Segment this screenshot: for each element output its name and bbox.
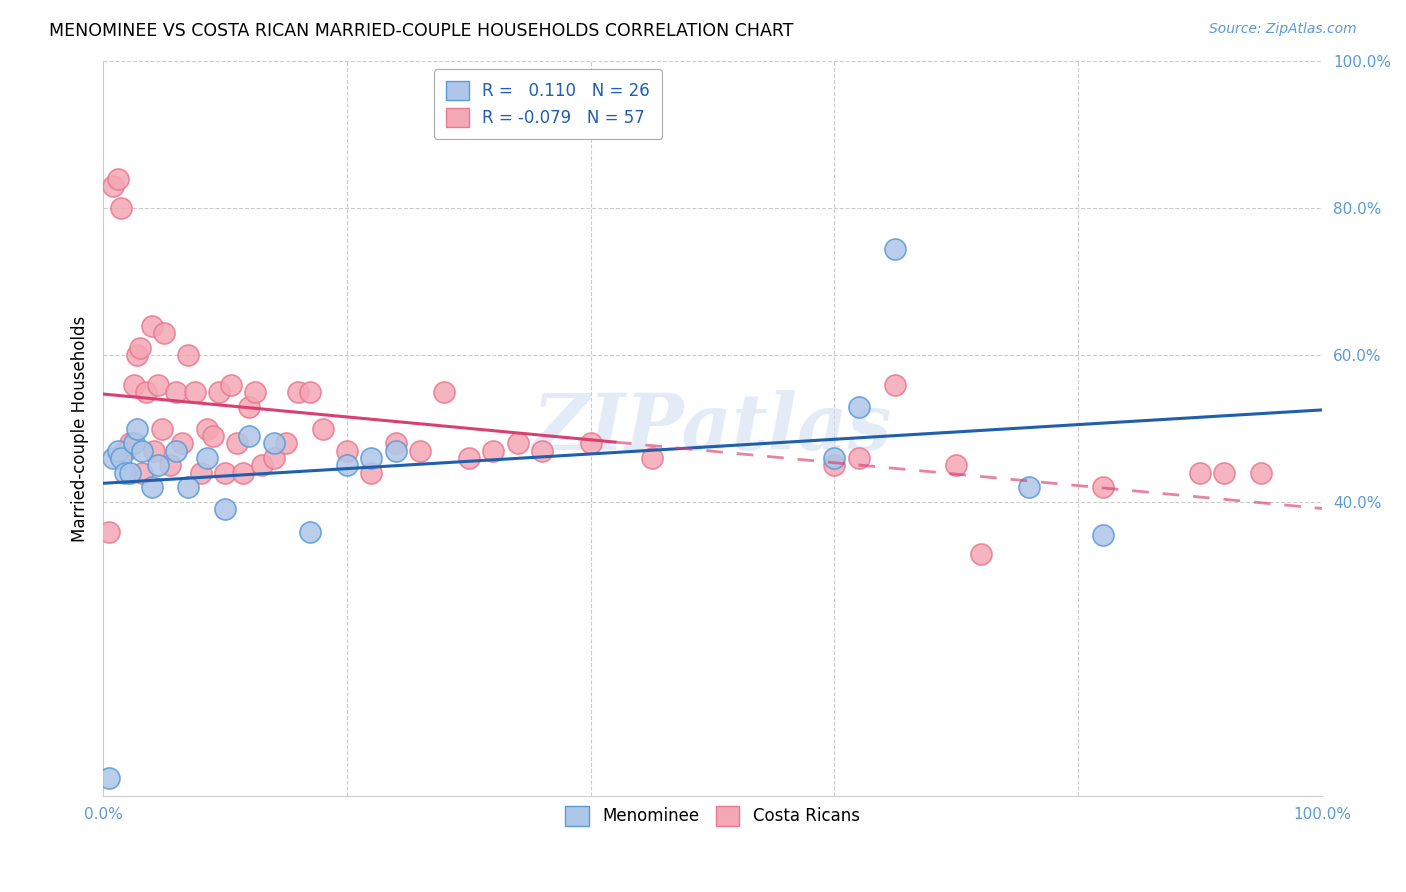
Legend: Menominee, Costa Ricans: Menominee, Costa Ricans [555,797,869,836]
Point [384,443,406,458]
Point [110,450,132,465]
Point [238,400,260,414]
Point [299,384,322,399]
Point [146,458,169,473]
Point [165,384,187,399]
Point [482,443,505,458]
Point [141,318,163,333]
Point [263,436,285,450]
Point [238,429,260,443]
Point [159,458,181,473]
Point [190,466,212,480]
Point [127,348,149,362]
Point [848,450,870,465]
Point [433,384,456,399]
Point [969,547,991,561]
Point [1091,480,1114,494]
Point [131,466,153,480]
Point [311,422,333,436]
Point [884,242,907,256]
Point [219,377,242,392]
Point [101,179,124,194]
Point [141,480,163,494]
Point [153,326,176,340]
Point [114,466,136,480]
Point [579,436,602,450]
Point [107,443,129,458]
Point [135,384,157,399]
Point [299,524,322,539]
Point [177,480,200,494]
Point [122,377,145,392]
Point [250,458,273,473]
Point [165,443,187,458]
Point [98,771,121,785]
Point [1018,480,1040,494]
Point [884,377,907,392]
Point [131,443,153,458]
Point [640,450,662,465]
Point [128,341,150,355]
Point [848,400,870,414]
Point [107,171,129,186]
Point [110,201,132,215]
Point [150,422,173,436]
Point [1213,466,1236,480]
Point [183,384,205,399]
Point [409,443,432,458]
Point [336,443,359,458]
Point [1188,466,1211,480]
Point [457,450,479,465]
Text: MENOMINEE VS COSTA RICAN MARRIED-COUPLE HOUSEHOLDS CORRELATION CHART: MENOMINEE VS COSTA RICAN MARRIED-COUPLE … [49,22,794,40]
Point [146,377,169,392]
Text: Source: ZipAtlas.com: Source: ZipAtlas.com [1209,22,1357,37]
Point [214,466,236,480]
Point [214,502,236,516]
Point [287,384,309,399]
Point [143,443,166,458]
Point [823,458,845,473]
Point [1250,466,1272,480]
Point [274,436,297,450]
Point [384,436,406,450]
Point [114,443,136,458]
Point [177,348,200,362]
Point [336,458,359,473]
Point [823,450,845,465]
Point [101,450,124,465]
Point [208,384,231,399]
Point [98,524,121,539]
Point [1091,528,1114,542]
Point [530,443,553,458]
Point [360,450,382,465]
Text: ZIPatlas: ZIPatlas [533,391,893,467]
Point [122,436,145,450]
Point [506,436,529,450]
Point [263,450,285,465]
Point [360,466,382,480]
Point [118,436,141,450]
Point [232,466,254,480]
Point [195,422,218,436]
Point [226,436,249,450]
Point [118,466,141,480]
Point [945,458,967,473]
Point [127,422,149,436]
Point [195,450,218,465]
Point [172,436,194,450]
Point [245,384,267,399]
Point [201,429,224,443]
Y-axis label: Married-couple Households: Married-couple Households [72,316,89,541]
